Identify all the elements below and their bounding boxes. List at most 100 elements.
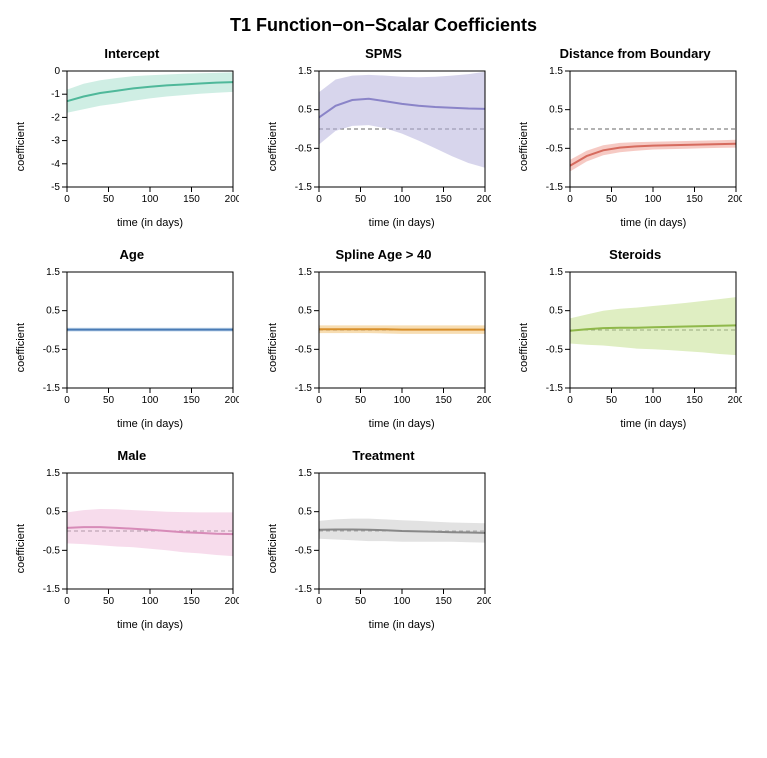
- svg-text:100: 100: [645, 395, 662, 406]
- svg-text:50: 50: [355, 395, 367, 406]
- svg-text:0.5: 0.5: [298, 105, 312, 116]
- svg-text:50: 50: [355, 596, 367, 607]
- svg-text:-1: -1: [51, 89, 60, 100]
- svg-text:100: 100: [393, 395, 410, 406]
- y-axis-label: coefficient: [267, 122, 279, 171]
- y-axis-label: coefficient: [15, 524, 27, 573]
- svg-text:100: 100: [393, 596, 410, 607]
- svg-text:100: 100: [142, 596, 159, 607]
- svg-text:150: 150: [435, 596, 452, 607]
- svg-text:0: 0: [64, 194, 70, 205]
- x-axis-label: time (in days): [319, 619, 485, 631]
- svg-text:-1.5: -1.5: [294, 383, 312, 394]
- panel: Male coefficient 050100150200 -1.5-0.50.…: [15, 448, 249, 631]
- panel-plot: 050100150200 -1.5-0.50.51.5: [29, 266, 239, 416]
- svg-text:0.5: 0.5: [298, 507, 312, 518]
- svg-text:-1.5: -1.5: [43, 584, 61, 595]
- svg-text:150: 150: [183, 596, 200, 607]
- panel-title: Treatment: [267, 448, 501, 463]
- svg-text:-0.5: -0.5: [43, 545, 61, 556]
- svg-text:0.5: 0.5: [298, 306, 312, 317]
- svg-text:-1.5: -1.5: [546, 182, 564, 193]
- x-axis-label: time (in days): [319, 418, 485, 430]
- panel: Age coefficient 050100150200 -1.5-0.50.5…: [15, 247, 249, 430]
- svg-text:50: 50: [103, 194, 115, 205]
- panel-plot: 050100150200 -1.5-0.50.51.5: [532, 65, 742, 215]
- y-axis-label: coefficient: [267, 323, 279, 372]
- svg-text:50: 50: [355, 194, 367, 205]
- svg-text:-5: -5: [51, 182, 60, 193]
- panel: Spline Age > 40 coefficient 0 50 100 150 200…: [267, 247, 501, 430]
- svg-text:50: 50: [606, 395, 618, 406]
- svg-text:0.5: 0.5: [549, 306, 563, 317]
- svg-text:200: 200: [476, 395, 490, 406]
- svg-text:0: 0: [316, 194, 322, 205]
- svg-text:100: 100: [142, 395, 159, 406]
- panel: SPMS coefficient 050100150200 -1.5-0.50.…: [267, 46, 501, 229]
- panel-plot: 050100150200 -5-4-3-2-10: [29, 65, 239, 215]
- plot-area: 050100150200 -5-4-3-2-10 time (in days): [29, 65, 239, 229]
- y-axis-label: coefficient: [15, 323, 27, 372]
- x-axis-label: time (in days): [67, 217, 233, 229]
- panel-grid: Intercept coefficient 0 50 100 150 200 -5 -4 -…: [15, 46, 752, 631]
- svg-text:0: 0: [64, 395, 70, 406]
- panel-plot: 050100150200 -1.5-0.50.51.5: [532, 266, 742, 416]
- svg-text:1.5: 1.5: [46, 468, 60, 479]
- svg-text:1.5: 1.5: [298, 267, 312, 278]
- panel-title: Steroids: [518, 247, 752, 262]
- x-axis-label: time (in days): [67, 418, 233, 430]
- svg-text:50: 50: [103, 395, 115, 406]
- svg-text:1.5: 1.5: [298, 468, 312, 479]
- svg-text:-0.5: -0.5: [294, 143, 312, 154]
- svg-text:0: 0: [54, 66, 60, 77]
- plot-area: 050100150200 -1.5-0.50.51.5 time (in day…: [532, 65, 742, 229]
- svg-text:0: 0: [568, 395, 574, 406]
- svg-text:0: 0: [316, 596, 322, 607]
- panel-plot: 050100150200 -1.5-0.50.51.5: [281, 65, 491, 215]
- svg-text:150: 150: [435, 395, 452, 406]
- svg-text:200: 200: [225, 395, 239, 406]
- x-axis-label: time (in days): [67, 619, 233, 631]
- plot-area: 050100150200 -1.5-0.50.51.5 time (in day…: [281, 467, 491, 631]
- svg-text:0: 0: [568, 194, 574, 205]
- panel-title: Age: [15, 247, 249, 262]
- svg-text:200: 200: [225, 194, 239, 205]
- svg-text:50: 50: [103, 596, 115, 607]
- svg-text:0: 0: [64, 596, 70, 607]
- x-axis-label: time (in days): [570, 217, 736, 229]
- y-axis-label: coefficient: [518, 122, 530, 171]
- svg-text:150: 150: [435, 194, 452, 205]
- svg-text:0.5: 0.5: [46, 507, 60, 518]
- plot-area: 050100150200 -1.5-0.50.51.5 time (in day…: [532, 266, 742, 430]
- svg-text:150: 150: [686, 194, 703, 205]
- plot-area: 050100150200 -1.5-0.50.51.5 time (in day…: [281, 65, 491, 229]
- y-axis-label: coefficient: [518, 323, 530, 372]
- svg-text:100: 100: [393, 194, 410, 205]
- main-title: T1 Function−on−Scalar Coefficients: [15, 15, 752, 36]
- y-axis-label: coefficient: [267, 524, 279, 573]
- svg-text:1.5: 1.5: [549, 66, 563, 77]
- svg-text:100: 100: [142, 194, 159, 205]
- svg-text:1.5: 1.5: [46, 267, 60, 278]
- svg-text:-0.5: -0.5: [294, 344, 312, 355]
- panel: Treatment coefficient 050100150200 -1.5-…: [267, 448, 501, 631]
- svg-text:-3: -3: [51, 136, 60, 147]
- plot-area: 0 50 100 150 200 -1.5 -0.5 0.5 1.5 time (in day…: [281, 266, 491, 430]
- svg-text:0: 0: [316, 395, 322, 406]
- svg-text:200: 200: [476, 194, 490, 205]
- svg-text:200: 200: [476, 596, 490, 607]
- svg-text:-1.5: -1.5: [43, 383, 61, 394]
- panel-title: Spline Age > 40: [267, 247, 501, 262]
- panel-title: Intercept: [15, 46, 249, 61]
- svg-text:-4: -4: [51, 159, 60, 170]
- panel-title: Male: [15, 448, 249, 463]
- panel-plot: 050100150200 -1.5-0.50.51.5: [29, 467, 239, 617]
- svg-text:-1.5: -1.5: [546, 383, 564, 394]
- svg-text:-0.5: -0.5: [546, 344, 564, 355]
- y-axis-label: coefficient: [15, 122, 27, 171]
- svg-text:1.5: 1.5: [549, 267, 563, 278]
- svg-text:-1.5: -1.5: [294, 584, 312, 595]
- svg-text:-2: -2: [51, 112, 60, 123]
- plot-area: 050100150200 -1.5-0.50.51.5 time (in day…: [29, 467, 239, 631]
- svg-text:200: 200: [728, 194, 742, 205]
